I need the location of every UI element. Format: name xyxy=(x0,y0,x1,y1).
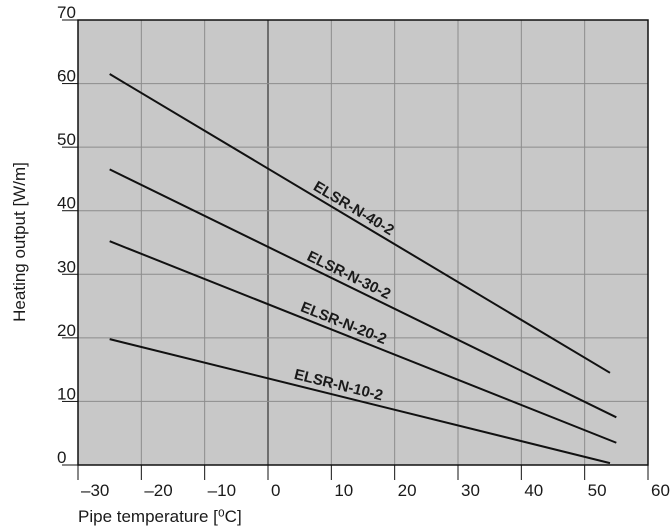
series-line xyxy=(109,73,611,374)
x-tick-label: –30 xyxy=(81,481,109,500)
y-tick-label: 60 xyxy=(57,67,76,86)
x-tick-label: 0 xyxy=(271,481,280,500)
x-tick-label: 30 xyxy=(461,481,480,500)
y-tick-label: 10 xyxy=(57,384,76,403)
y-axis-title: Heating output [W/m] xyxy=(10,162,29,322)
series-line xyxy=(109,338,611,465)
x-axis-title: Pipe temperature [⁰C] xyxy=(78,507,242,526)
plot-background xyxy=(78,20,648,465)
x-tick-label: –20 xyxy=(144,481,172,500)
x-tick-label: –10 xyxy=(208,481,236,500)
axis-ticks: –30 –20 –10 0 10 20 30 40 50 60 0 10 20 30 40 50 60 70 xyxy=(57,3,670,500)
x-tick-label: 20 xyxy=(398,481,417,500)
x-tick-label: 50 xyxy=(588,481,607,500)
y-tick-label: 0 xyxy=(57,448,66,467)
y-tick-label: 70 xyxy=(57,3,76,22)
x-tick-label: 40 xyxy=(524,481,543,500)
y-tick-label: 40 xyxy=(57,194,76,213)
series-lines xyxy=(109,73,617,465)
series-line xyxy=(109,168,617,419)
y-tick-label: 30 xyxy=(57,257,76,276)
x-tick-label: 10 xyxy=(334,481,353,500)
y-tick-label: 20 xyxy=(57,321,76,340)
plot-border xyxy=(77,19,649,466)
series-line xyxy=(109,240,617,444)
x-tick-label: 60 xyxy=(651,481,670,500)
y-tick-label: 50 xyxy=(57,130,76,149)
plot-frame xyxy=(77,19,649,466)
